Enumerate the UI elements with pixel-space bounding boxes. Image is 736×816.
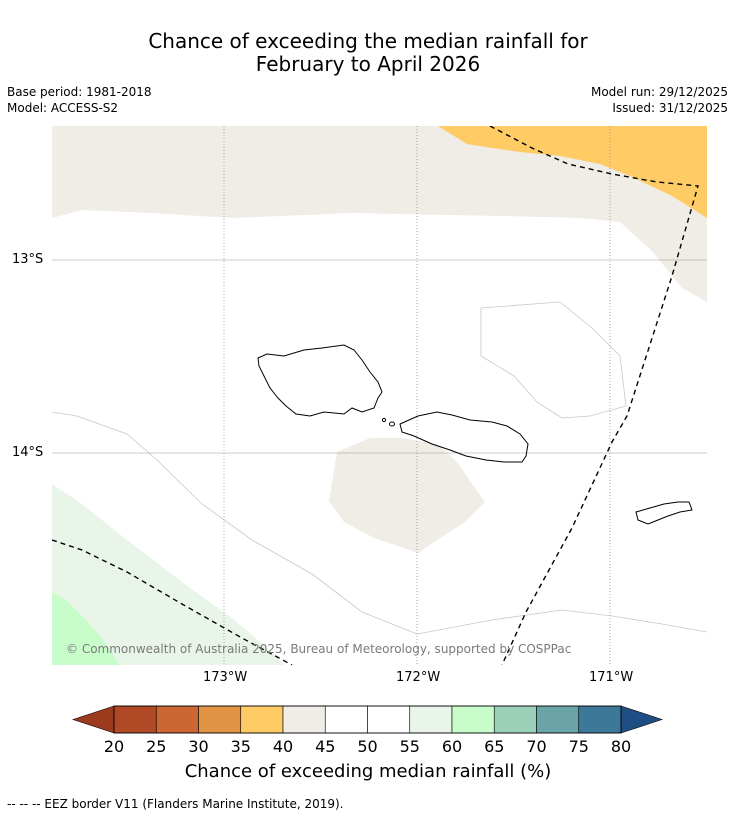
colorbar-cell-50-55 xyxy=(367,705,411,734)
colorbar-title: Chance of exceeding median rainfall (%) xyxy=(184,761,552,782)
base-period-text: Base period: 1981-2018 xyxy=(7,85,152,99)
contour-line-50-west xyxy=(52,411,707,635)
colorbar-cell-25-30 xyxy=(155,705,199,734)
colorbar-tick-55: 55 xyxy=(399,737,420,756)
colorbar-cell-30-35 xyxy=(198,705,242,734)
upolu-island xyxy=(399,411,529,463)
colorbar-tick-40: 40 xyxy=(272,737,294,756)
colorbar-cell-60-65 xyxy=(451,705,495,734)
colorbar-tick-45: 45 xyxy=(315,737,336,756)
model-text: Model: ACCESS-S2 xyxy=(7,101,119,115)
lon-label-171w: 171°W xyxy=(589,670,634,685)
colorbar-tick-65: 65 xyxy=(484,737,505,756)
colorbar-cell-75-80 xyxy=(578,705,622,734)
colorbar-tick-60: 60 xyxy=(441,737,463,756)
colorbar-above-arrow xyxy=(620,705,663,734)
colorbar-cell-40-45 xyxy=(282,705,326,734)
contour-40-45-central xyxy=(329,438,485,553)
colorbar-outline xyxy=(113,705,622,734)
colorbar-tick-35: 35 xyxy=(230,737,251,756)
contour-line-50-east xyxy=(480,301,627,419)
colorbar-cell-20-25 xyxy=(113,705,157,734)
title-line-1: Chance of exceeding the median rainfall … xyxy=(148,29,588,53)
savaii-island xyxy=(257,344,383,417)
apolima-islet xyxy=(381,417,387,423)
colorbar-tick-30: 30 xyxy=(188,737,209,756)
colorbar-below-arrow xyxy=(72,705,115,734)
colorbar-tick-50: 50 xyxy=(357,737,378,756)
copyright-text: © Commonwealth of Australia 2025, Bureau… xyxy=(66,642,571,656)
contour-55-60-southwest xyxy=(52,484,284,665)
chart-title: Chance of exceeding the median rainfall … xyxy=(0,30,736,76)
colorbar-tick-75: 75 xyxy=(568,737,589,756)
colorbar-tick-80: 80 xyxy=(610,737,632,756)
colorbar-tick-70: 70 xyxy=(526,737,547,756)
lon-label-172w: 172°W xyxy=(396,670,441,685)
metadata-right: Model run: 29/12/2025 Issued: 31/12/2025 xyxy=(591,84,728,116)
lat-label-13s: 13°S xyxy=(12,252,44,267)
issued-text: Issued: 31/12/2025 xyxy=(612,101,728,115)
colorbar-tick-20: 20 xyxy=(103,737,125,756)
colorbar-tick-labels: 20 25 30 35 40 45 50 55 60 65 70 75 80 xyxy=(0,737,736,757)
map-panel: © Commonwealth of Australia 2025, Bureau… xyxy=(52,126,707,665)
lon-label-173w: 173°W xyxy=(203,670,248,685)
contour-40-45-north xyxy=(52,126,707,302)
colorbar-cell-55-60 xyxy=(409,705,453,734)
eez-border-line xyxy=(489,126,699,665)
contour-35-40-north xyxy=(438,126,707,218)
colorbar xyxy=(72,705,663,734)
colorbar-cell-35-40 xyxy=(240,705,284,734)
contour-60-65-southwest xyxy=(52,592,120,665)
metadata-left: Base period: 1981-2018 Model: ACCESS-S2 xyxy=(7,84,152,116)
colorbar-cell-70-75 xyxy=(536,705,580,734)
lat-label-14s: 14°S xyxy=(12,445,44,460)
manono-islet xyxy=(389,421,395,427)
model-run-text: Model run: 29/12/2025 xyxy=(590,85,728,99)
colorbar-tick-25: 25 xyxy=(146,737,167,756)
tutuila-island xyxy=(635,501,693,525)
colorbar-cell-65-70 xyxy=(493,705,537,734)
eez-legend-note: -- -- -- EEZ border V11 (Flanders Marine… xyxy=(7,797,344,811)
colorbar-cell-45-50 xyxy=(324,705,368,734)
title-line-2: February to April 2026 xyxy=(255,52,481,76)
gridlines xyxy=(52,126,707,665)
